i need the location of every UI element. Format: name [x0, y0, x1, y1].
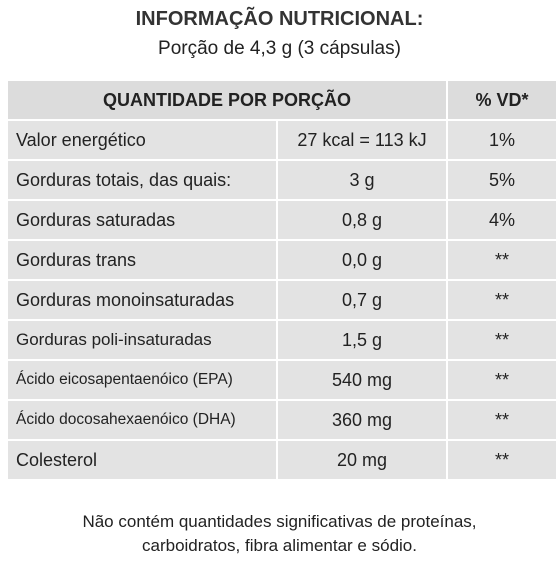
nutrient-name: Gorduras poli-insaturadas: [8, 321, 276, 359]
nutrient-name: Gorduras saturadas: [8, 201, 276, 239]
daily-value: **: [448, 281, 556, 319]
amount: 360 mg: [278, 401, 446, 439]
nutrient-name: Gorduras totais, das quais:: [8, 161, 276, 199]
table-row: Gorduras totais, das quais: 3 g 5%: [8, 161, 556, 199]
table-row: Valor energético 27 kcal = 113 kJ 1%: [8, 121, 556, 159]
header-row: QUANTIDADE POR PORÇÃO % VD*: [8, 81, 556, 119]
amount: 0,7 g: [278, 281, 446, 319]
daily-value: 1%: [448, 121, 556, 159]
table-row: Gorduras monoinsaturadas 0,7 g **: [8, 281, 556, 319]
subtitle: Porção de 4,3 g (3 cápsulas): [158, 38, 401, 59]
nutrient-name: Colesterol: [8, 441, 276, 479]
amount: 0,0 g: [278, 241, 446, 279]
amount: 20 mg: [278, 441, 446, 479]
nutrient-name: Ácido docosahexaenóico (DHA): [8, 401, 276, 439]
table-body: Valor energético 27 kcal = 113 kJ 1% Gordur…: [8, 121, 556, 479]
daily-value: 4%: [448, 201, 556, 239]
daily-value: **: [448, 241, 556, 279]
nutrient-name: Ácido eicosapentaenóico (EPA): [8, 361, 276, 399]
daily-value: **: [448, 321, 556, 359]
column-header: QUANTIDADE POR PORÇÃO: [8, 81, 446, 119]
column-header: % VD*: [448, 81, 556, 119]
daily-value: **: [448, 361, 556, 399]
table-row: Gorduras trans 0,0 g **: [8, 241, 556, 279]
nutrient-name: Gorduras monoinsaturadas: [8, 281, 276, 319]
table-row: Ácido eicosapentaenóico (EPA) 540 mg **: [8, 361, 556, 399]
amount: 1,5 g: [278, 321, 446, 359]
footer-line: Não contém quantidades significativas de…: [82, 512, 477, 531]
nutrient-name: Valor energético: [8, 121, 276, 159]
footer-line: carboidratos, fibra alimentar e sódio.: [142, 536, 417, 555]
daily-value: 5%: [448, 161, 556, 199]
nutrient-name: Gorduras trans: [8, 241, 276, 279]
daily-value: **: [448, 441, 556, 479]
amount: 0,8 g: [278, 201, 446, 239]
amount: 27 kcal = 113 kJ: [278, 121, 446, 159]
amount: 3 g: [278, 161, 446, 199]
nutrition-table: QUANTIDADE POR PORÇÃO % VD* Valor energé…: [6, 79, 558, 481]
amount: 540 mg: [278, 361, 446, 399]
table-row: Ácido docosahexaenóico (DHA) 360 mg **: [8, 401, 556, 439]
title: INFORMAÇÃO NUTRICIONAL:: [135, 8, 424, 30]
table-row: Gorduras saturadas 0,8 g 4%: [8, 201, 556, 239]
table-row: Colesterol 20 mg **: [8, 441, 556, 479]
daily-value: **: [448, 401, 556, 439]
table-row: Gorduras poli-insaturadas 1,5 g **: [8, 321, 556, 359]
footer: Não contém quantidades significativas de…: [0, 510, 559, 558]
